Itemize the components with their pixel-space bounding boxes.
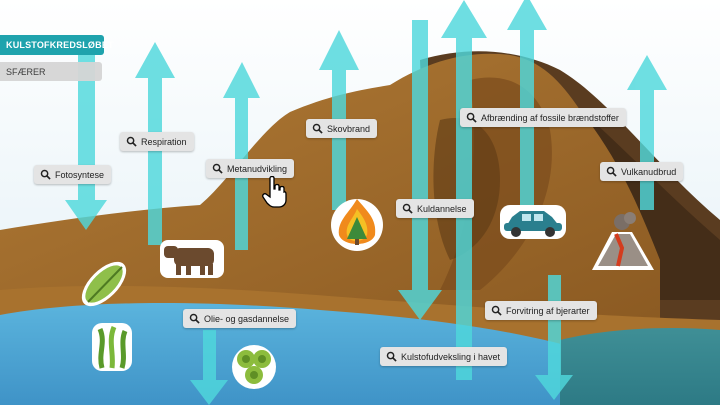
right-sea [560, 328, 720, 405]
car-icon [500, 205, 566, 239]
label-forvitring[interactable]: Forvitring af bjerarter [485, 301, 597, 320]
arrow-metan [223, 62, 260, 250]
arrow-up-tall [441, 0, 487, 380]
search-icon [126, 136, 137, 147]
label-text: Afbrænding af fossile brændstoffer [481, 112, 619, 123]
label-text: Kulstofudveksling i havet [401, 351, 501, 362]
arrow-fotosyntese [65, 50, 107, 230]
label-text: Respiration [141, 136, 187, 147]
search-icon [212, 163, 223, 174]
algae-icon [232, 345, 276, 389]
cycle-title-tab[interactable]: KULSTOFKREDSLØBET [0, 35, 114, 55]
search-icon [402, 203, 413, 214]
arrow-afbraending [507, 0, 547, 205]
arrow-vulkan [627, 55, 667, 210]
spheres-tab[interactable]: SFÆRER [0, 62, 102, 81]
search-icon [386, 351, 397, 362]
arrow-forvitring [535, 275, 573, 400]
seaweed-icon [92, 323, 132, 371]
label-text: Fotosyntese [55, 169, 105, 180]
arrow-down-tall [398, 20, 442, 320]
label-text: Olie- og gasdannelse [204, 313, 290, 324]
sea [0, 303, 600, 405]
search-icon [491, 305, 502, 316]
label-olie-gasdannelse[interactable]: Olie- og gasdannelse [183, 309, 297, 328]
label-metanudvikling[interactable]: Metanudvikling [206, 159, 295, 178]
label-respiration[interactable]: Respiration [120, 132, 194, 151]
label-afbraending[interactable]: Afbrænding af fossile brændstoffer [460, 108, 626, 127]
arrow-olie [190, 330, 228, 405]
label-text: Skovbrand [327, 123, 371, 134]
search-icon [189, 313, 200, 324]
search-icon [40, 169, 51, 180]
label-text: Vulkanudbrud [621, 166, 677, 177]
forest-fire-icon [331, 199, 383, 251]
label-text: Metanudvikling [227, 163, 288, 174]
label-kuldannelse[interactable]: Kuldannelse [396, 199, 474, 218]
search-icon [466, 112, 477, 123]
label-text: Forvitring af bjerarter [506, 305, 590, 316]
label-text: Kuldannelse [417, 203, 467, 214]
leaf-icon [81, 261, 127, 307]
label-fotosyntese[interactable]: Fotosyntese [34, 165, 112, 184]
volcano-icon [592, 212, 654, 270]
label-skovbrand[interactable]: Skovbrand [306, 119, 378, 138]
search-icon [606, 166, 617, 177]
hand-cursor-icon [262, 176, 287, 208]
cow-icon [160, 240, 224, 278]
search-icon [312, 123, 323, 134]
label-vulkanudbrud[interactable]: Vulkanudbrud [600, 162, 684, 181]
label-kulstofudveksling[interactable]: Kulstofudveksling i havet [380, 347, 508, 366]
